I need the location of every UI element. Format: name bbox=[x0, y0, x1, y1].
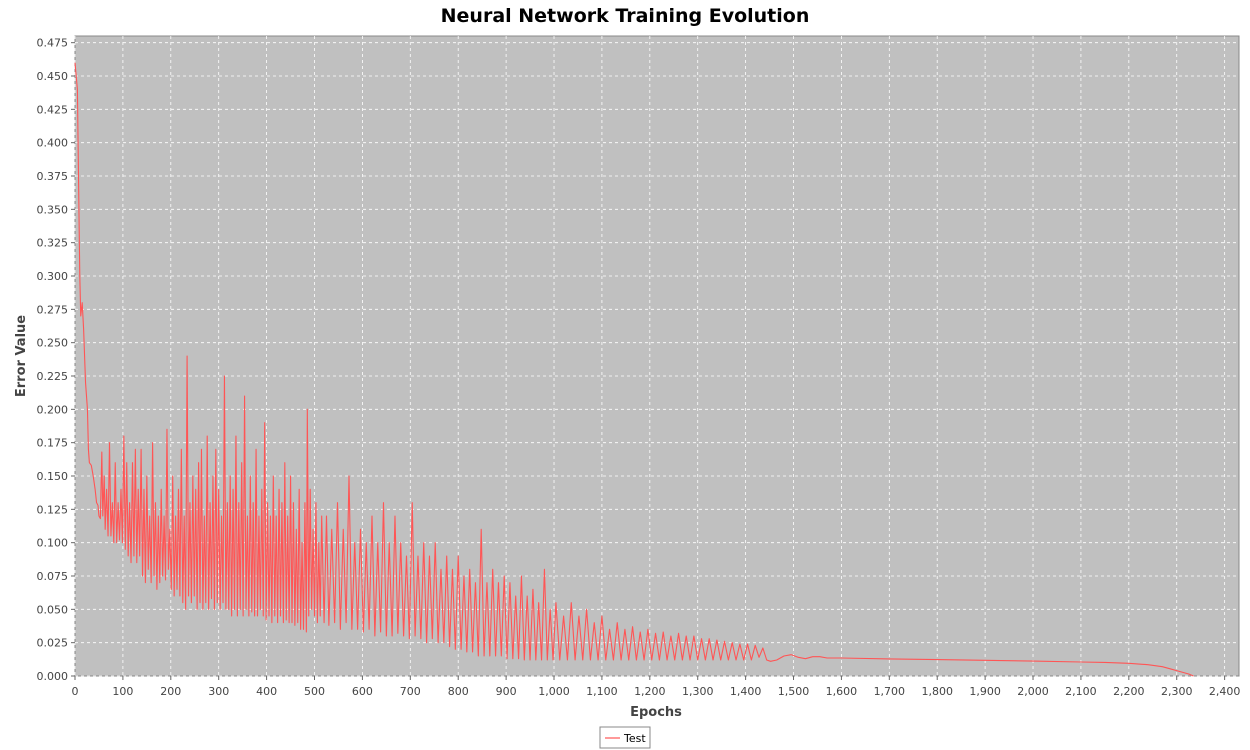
y-tick-label: 0.400 bbox=[37, 137, 69, 150]
x-tick-label: 1,700 bbox=[874, 685, 906, 698]
x-tick-label: 2,300 bbox=[1161, 685, 1193, 698]
x-tick-label: 200 bbox=[160, 685, 181, 698]
y-tick-label: 0.225 bbox=[37, 370, 69, 383]
series-layer bbox=[74, 62, 1194, 677]
x-tick-label: 1,800 bbox=[921, 685, 953, 698]
x-axis-label: Epochs bbox=[630, 705, 682, 720]
y-tick-label: 0.050 bbox=[37, 603, 69, 616]
x-tick-label: 1,100 bbox=[586, 685, 618, 698]
legend-box bbox=[599, 726, 651, 749]
grid bbox=[74, 36, 1239, 677]
x-tick-label: 2,000 bbox=[1017, 685, 1049, 698]
legend-label: Test bbox=[623, 732, 646, 745]
x-tick-label: 600 bbox=[352, 685, 373, 698]
y-tick-label: 0.025 bbox=[37, 637, 69, 650]
legend: Test bbox=[599, 726, 651, 749]
x-tick-label: 1,300 bbox=[682, 685, 714, 698]
x-tick-label: 700 bbox=[400, 685, 421, 698]
y-axis-label: Error Value bbox=[14, 315, 29, 397]
x-tick-label: 500 bbox=[304, 685, 325, 698]
x-tick-label: 2,400 bbox=[1209, 685, 1241, 698]
x-tick-label: 100 bbox=[112, 685, 133, 698]
x-tick-label: 900 bbox=[496, 685, 517, 698]
y-tick-label: 0.475 bbox=[37, 37, 69, 50]
series-line-test bbox=[74, 62, 1194, 677]
y-tick-label: 0.375 bbox=[37, 170, 69, 183]
y-tick-label: 0.075 bbox=[37, 570, 69, 583]
x-tick-label: 2,100 bbox=[1065, 685, 1097, 698]
y-tick-label: 0.100 bbox=[37, 537, 69, 550]
y-tick-label: 0.125 bbox=[37, 503, 69, 516]
y-tick-label: 0.175 bbox=[37, 437, 69, 450]
x-tick-label: 400 bbox=[256, 685, 277, 698]
x-tick-label: 1,000 bbox=[538, 685, 570, 698]
chart-title: Neural Network Training Evolution bbox=[441, 5, 810, 27]
x-tick-label: 1,600 bbox=[826, 685, 858, 698]
y-tick-label: 0.200 bbox=[37, 403, 69, 416]
x-tick-label: 800 bbox=[448, 685, 469, 698]
y-tick-label: 0.275 bbox=[37, 303, 69, 316]
y-tick-label: 0.450 bbox=[37, 70, 69, 83]
y-axis: 0.000 0.025 0.050 0.075 0.100 0.125 0.150 0.175… bbox=[37, 37, 75, 683]
y-tick-label: 0.425 bbox=[37, 103, 69, 116]
y-tick-label: 0.000 bbox=[37, 670, 69, 683]
y-tick-label: 0.300 bbox=[37, 270, 69, 283]
y-tick-label: 0.150 bbox=[37, 470, 69, 483]
x-tick-label: 1,200 bbox=[634, 685, 666, 698]
x-tick-label: 2,200 bbox=[1113, 685, 1145, 698]
y-tick-label: 0.350 bbox=[37, 203, 69, 216]
y-tick-label: 0.325 bbox=[37, 237, 69, 250]
x-tick-label: 300 bbox=[208, 685, 229, 698]
x-tick-label: 1,900 bbox=[969, 685, 1001, 698]
x-tick-label: 0 bbox=[72, 685, 79, 698]
x-tick-label: 1,500 bbox=[778, 685, 810, 698]
x-axis: 0 100 200 300 400 500 600 700 800 900 1,000 1,100 1,… bbox=[72, 676, 1241, 698]
x-tick-label: 1,400 bbox=[730, 685, 762, 698]
y-tick-label: 0.250 bbox=[37, 337, 69, 350]
